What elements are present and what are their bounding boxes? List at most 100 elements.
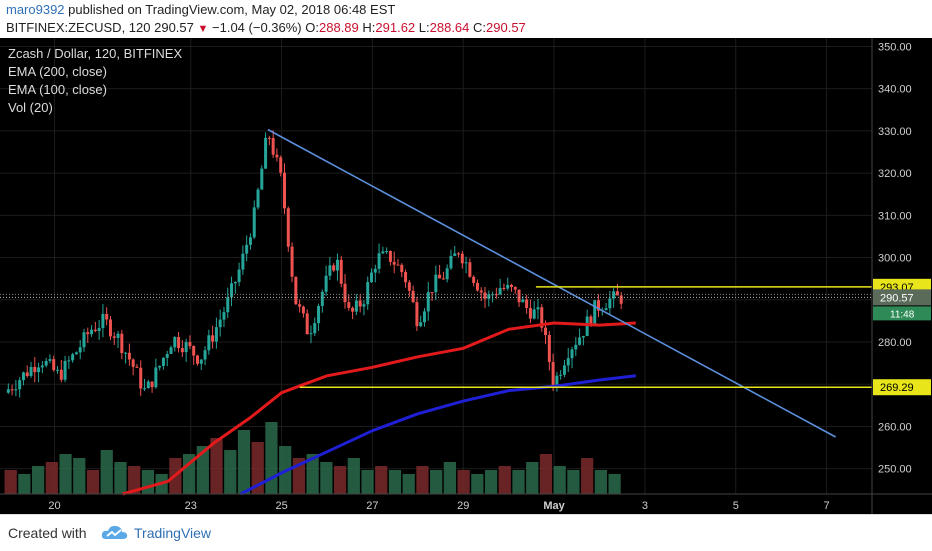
candle-body — [301, 306, 305, 314]
candle-body — [434, 274, 438, 293]
volume-bar — [237, 430, 251, 494]
volume-bar — [498, 466, 511, 494]
volume-bar — [86, 470, 100, 494]
candle-body — [252, 207, 256, 238]
candle-body — [574, 344, 578, 350]
candle-body — [29, 367, 33, 377]
low-value: 288.64 — [429, 20, 470, 35]
chart-area[interactable]: 350.00 340.00 330.00 320.00 310.00 300.00 290.… — [0, 38, 932, 514]
price-axis-panel — [872, 38, 932, 514]
candle-body — [430, 292, 434, 294]
candle-body — [59, 369, 63, 380]
legend-ema100[interactable]: EMA (100, close) — [8, 82, 107, 97]
last-price-label: 290.57 — [880, 292, 914, 304]
candle-body — [282, 172, 286, 209]
volume-bar — [402, 474, 415, 494]
author-link[interactable]: maro9392 — [6, 2, 65, 17]
candle-body — [525, 299, 529, 309]
volume-bar — [471, 474, 484, 494]
candle-body — [309, 333, 313, 335]
volume-bar — [182, 454, 196, 494]
candle-body — [468, 262, 472, 277]
open-label: O: — [305, 20, 319, 35]
candle-body — [112, 336, 116, 338]
candle-body — [40, 365, 44, 368]
candle-body — [71, 354, 75, 361]
price-tick-label: 330.00 — [878, 126, 912, 138]
time-tick-label: 20 — [48, 500, 60, 512]
candle-body — [67, 360, 71, 362]
candle-body — [131, 359, 135, 367]
candle-body — [25, 372, 29, 377]
candle-body — [241, 253, 245, 270]
candle-body — [207, 335, 211, 351]
time-tick-label: 25 — [275, 500, 287, 512]
candle-body — [453, 253, 457, 256]
price-chart[interactable]: 350.00 340.00 330.00 320.00 310.00 300.00 290.… — [0, 38, 932, 514]
candle-body — [438, 274, 442, 279]
candle-body — [604, 308, 608, 311]
tradingview-cloud-icon[interactable] — [100, 523, 130, 543]
bar-timer-label: 11:48 — [890, 309, 915, 320]
candle-body — [52, 359, 56, 371]
legend-volume[interactable]: Vol (20) — [8, 100, 53, 115]
candle-body — [392, 261, 396, 265]
high-label: H: — [362, 20, 376, 35]
candle-body — [313, 323, 317, 334]
trend-line[interactable] — [267, 128, 837, 438]
candle-body — [33, 367, 37, 373]
candle-body — [328, 265, 332, 276]
chart-legend: Zcash / Dollar, 120, BITFINEX EMA (200, … — [8, 46, 182, 115]
candle-body — [487, 294, 491, 299]
close-label: C: — [473, 20, 487, 35]
volume-bar — [361, 470, 374, 494]
candle-body — [305, 313, 309, 335]
published-text: published on TradingView.com, May 02, 20… — [68, 2, 396, 17]
down-arrow-icon: ▼ — [197, 23, 209, 35]
candle-body — [509, 284, 513, 287]
time-tick-label: May — [543, 500, 565, 512]
chart-background — [0, 38, 932, 514]
candle-body — [415, 302, 419, 327]
candle-body — [551, 362, 555, 385]
candle-body — [441, 278, 445, 280]
candle-body — [578, 337, 582, 345]
candle-body — [351, 307, 355, 312]
candle-body — [6, 389, 10, 393]
candle-body — [498, 287, 502, 295]
tradingview-brand[interactable]: TradingView — [134, 525, 212, 541]
candle-body — [377, 253, 381, 269]
candle-body — [370, 272, 374, 283]
price-axis[interactable]: 350.00 340.00 330.00 320.00 310.00 300.00 290.… — [871, 38, 932, 514]
candle-body — [226, 297, 230, 313]
price-tick-label: 320.00 — [878, 168, 912, 180]
legend-ema200[interactable]: EMA (200, close) — [8, 64, 107, 79]
candle-body — [612, 291, 616, 299]
candle-body — [404, 272, 408, 283]
candle-body — [298, 304, 302, 307]
candle-body — [233, 282, 237, 284]
candle-body — [597, 300, 601, 311]
candle-body — [411, 290, 415, 303]
volume-bar — [4, 470, 17, 494]
candle-body — [615, 291, 619, 296]
candle-body — [555, 375, 559, 385]
candle-body — [472, 276, 476, 283]
candle-body — [619, 295, 623, 304]
volume-bar — [581, 458, 594, 494]
candle-body — [63, 360, 67, 380]
candle-body — [559, 374, 563, 376]
volume-bar — [567, 470, 580, 494]
candle-body — [169, 347, 173, 354]
candle-body — [97, 328, 101, 331]
candle-body — [347, 302, 351, 308]
level-badge-label: 269.29 — [880, 382, 914, 394]
time-tick-label: 3 — [642, 500, 648, 512]
volume-bar — [526, 462, 539, 494]
time-axis[interactable]: 20 23 25 27 29 May 3 5 7 — [0, 493, 932, 512]
candle-body — [385, 250, 389, 252]
candle-body — [494, 294, 498, 296]
candle-body — [449, 255, 453, 269]
candle-body — [139, 367, 143, 389]
candle-body — [127, 352, 131, 360]
